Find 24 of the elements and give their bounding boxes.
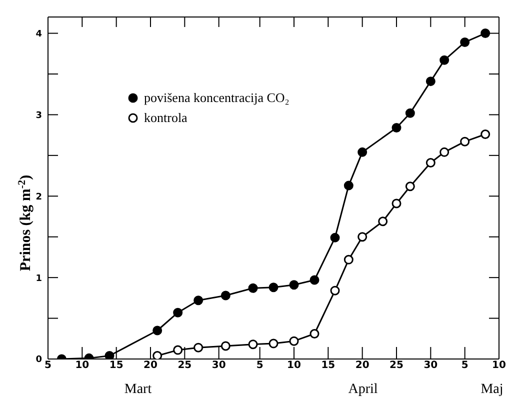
y-tick-label: 4 — [36, 29, 42, 40]
legend-label: kontrola — [144, 110, 188, 126]
text: Mart — [124, 382, 152, 398]
y-tick-label: 1 — [36, 274, 42, 284]
x-tick-label: 5 — [256, 360, 264, 372]
x-tick-label: 20 — [144, 360, 158, 372]
x-tick-label: 15 — [321, 360, 336, 372]
x-tick-label: 25 — [178, 360, 192, 372]
x-tick-label: 5 — [44, 360, 52, 372]
y-tick-label: 3 — [36, 110, 42, 121]
y-tick-label: 0 — [36, 355, 42, 366]
x-tick-label: 10 — [75, 360, 90, 372]
x-tick-label: 30 — [424, 360, 438, 372]
text: April — [348, 382, 378, 398]
text: Maj — [480, 382, 504, 398]
x-tick-label: 15 — [109, 360, 124, 372]
x-tick-label: 10 — [492, 360, 506, 372]
x-tick-label: 30 — [212, 360, 226, 372]
x-tick-label: 5 — [461, 360, 468, 372]
legend-label: povišena koncentracija CO₂ — [144, 90, 290, 106]
x-tick-label: 20 — [355, 360, 370, 372]
x-tick-label: 10 — [287, 360, 301, 372]
y-tick-label: 2 — [36, 192, 42, 202]
x-tick-label: 25 — [390, 360, 404, 372]
